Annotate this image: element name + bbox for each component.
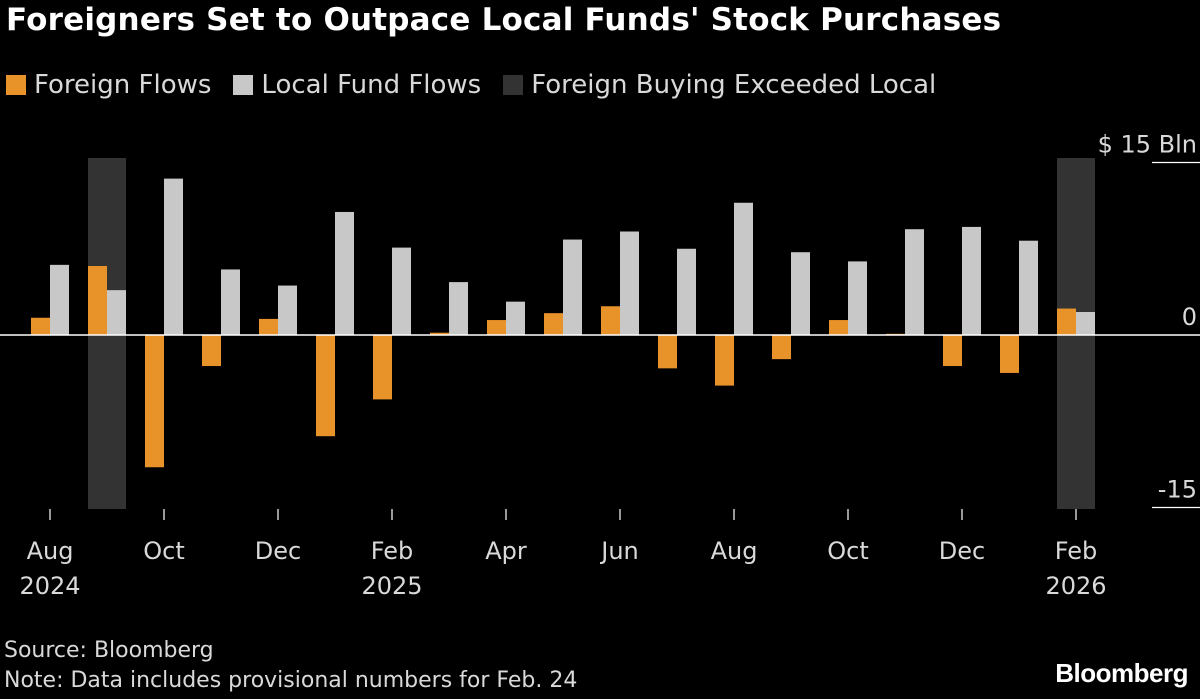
x-tick-label-month: Dec [939, 537, 985, 565]
legend: Foreign Flows Local Fund Flows Foreign B… [6, 68, 958, 102]
local-fund-flow-bar [107, 290, 126, 335]
local-fund-flow-bar [50, 264, 69, 335]
x-tick-label-month: Oct [827, 537, 869, 565]
foreign-flow-bar [943, 335, 962, 367]
foreign-flow-bar [31, 317, 50, 335]
local-fund-flow-bar [164, 178, 183, 335]
legend-item-local-fund-flows: Local Fund Flows [233, 70, 481, 100]
legend-item-foreign-flows: Foreign Flows [6, 70, 211, 100]
y-tick-label: 0 [1182, 303, 1197, 331]
local-fund-flow-bar [791, 252, 810, 335]
local-fund-flow-bar [392, 247, 411, 335]
local-fund-flow-bar [1019, 240, 1038, 335]
foreign-flow-bar [373, 335, 392, 400]
x-tick-label-year: 2026 [1045, 572, 1106, 600]
local-fund-flow-bar [620, 231, 639, 335]
legend-label-local-fund-flows: Local Fund Flows [261, 70, 482, 100]
data-note: Note: Data includes provisional numbers … [4, 668, 578, 693]
legend-swatch-foreign-exceeded-local [503, 75, 524, 95]
foreign-flow-bar [829, 320, 848, 335]
local-fund-flow-bar [1076, 312, 1095, 335]
legend-item-foreign-exceeded-local: Foreign Buying Exceeded Local [503, 70, 936, 100]
foreign-flow-bar [145, 335, 164, 468]
chart-title: Foreigners Set to Outpace Local Funds' S… [6, 2, 1002, 38]
foreign-flow-bar [202, 335, 221, 367]
foreign-flow-bar [1000, 335, 1019, 373]
foreign-flow-bar [1057, 308, 1076, 335]
local-fund-flow-bar [962, 226, 981, 335]
source-note: Source: Bloomberg [4, 638, 214, 663]
foreign-flow-bar [259, 318, 278, 335]
legend-swatch-local-fund-flows [233, 75, 254, 95]
local-fund-flow-bar [335, 211, 354, 335]
y-tick-label: -15 [1158, 476, 1197, 504]
local-fund-flow-bar [563, 239, 582, 335]
foreign-flow-bar [88, 266, 107, 335]
x-tick-label-month: Aug [27, 537, 74, 565]
x-tick-label-month: Jun [599, 537, 639, 565]
bloomberg-logo: Bloomberg [1055, 658, 1188, 688]
local-fund-flow-bar [221, 269, 240, 335]
foreign-flow-bar [430, 332, 449, 335]
x-tick-label-year: 2024 [19, 572, 80, 600]
foreign-flow-bar [601, 306, 620, 335]
x-tick-label-year: 2025 [361, 572, 422, 600]
y-tick-label: $ 15 Bln [1098, 131, 1197, 159]
x-tick-label-month: Dec [255, 537, 301, 565]
legend-label-foreign-exceeded-local: Foreign Buying Exceeded Local [531, 70, 937, 100]
foreign-flow-bar [316, 335, 335, 437]
local-fund-flow-bar [278, 285, 297, 335]
foreign-flow-bar [715, 335, 734, 386]
x-tick-label-month: Oct [143, 537, 185, 565]
x-tick-label-month: Feb [1055, 537, 1098, 565]
x-tick-label-month: Feb [371, 537, 414, 565]
x-tick-label-month: Aug [711, 537, 758, 565]
foreign-flow-bar [544, 313, 563, 335]
legend-label-foreign-flows: Foreign Flows [34, 70, 212, 100]
legend-swatch-foreign-flows [6, 75, 26, 95]
foreign-flow-bar [487, 320, 506, 335]
local-fund-flow-bar [449, 282, 468, 335]
x-tick-label-month: Apr [485, 537, 527, 565]
foreign-flow-bar [772, 335, 791, 360]
local-fund-flow-bar [506, 301, 525, 335]
local-fund-flow-bar [905, 229, 924, 335]
foreign-flow-bar [658, 335, 677, 369]
local-fund-flow-bar [734, 202, 753, 335]
local-fund-flow-bar [677, 248, 696, 335]
local-fund-flow-bar [848, 261, 867, 335]
